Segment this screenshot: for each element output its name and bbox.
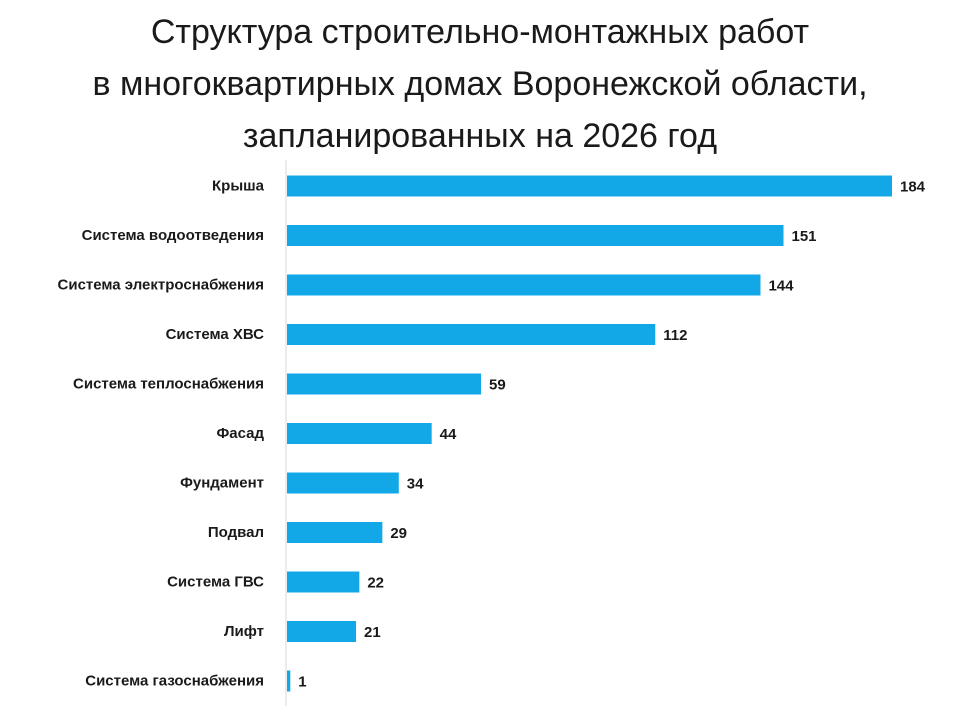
data-label: 21	[364, 624, 381, 641]
category-label: Крыша	[212, 178, 265, 195]
chart-title-line-1: Структура строительно-монтажных работ	[150, 13, 810, 51]
bar	[287, 571, 360, 593]
category-label: Система газоснабжения	[85, 673, 264, 690]
bar	[287, 373, 481, 395]
bar	[287, 324, 656, 345]
category-label: Система ГВС	[167, 574, 264, 591]
bars-layer: Крыша 184 Система водоотведения 151 Система …	[58, 175, 926, 692]
data-label: 151	[791, 228, 816, 245]
category-label: Система ХВС	[166, 326, 265, 343]
chart-title-line-2: в многоквартирных домах Воронежской обла…	[92, 65, 868, 103]
data-label: 1	[298, 674, 306, 691]
chart-title: Структура строительно-монтажных работ в …	[0, 6, 960, 162]
bar	[287, 225, 784, 246]
bar	[287, 472, 399, 494]
bar	[287, 423, 432, 444]
category-label: Система водоотведения	[82, 227, 264, 244]
data-label: 144	[768, 278, 794, 295]
category-label: Фасад	[216, 425, 264, 442]
bar	[287, 670, 291, 692]
data-label: 34	[407, 476, 424, 493]
data-label: 59	[489, 377, 506, 394]
bar	[287, 621, 357, 642]
category-label: Фундамент	[180, 475, 264, 492]
category-label: Система электроснабжения	[58, 277, 264, 294]
bar	[287, 522, 383, 543]
data-label: 44	[440, 426, 457, 443]
category-label: Система теплоснабжения	[73, 376, 264, 393]
data-label: 22	[367, 575, 384, 592]
data-label: 112	[663, 327, 687, 344]
chart-title-line-3: запланированных на 2026 год	[242, 117, 718, 155]
category-label: Лифт	[224, 623, 264, 640]
category-label: Подвал	[208, 524, 264, 541]
data-label: 29	[390, 525, 407, 542]
bar	[287, 274, 761, 296]
data-label: 184	[900, 179, 926, 196]
bar	[287, 175, 892, 197]
